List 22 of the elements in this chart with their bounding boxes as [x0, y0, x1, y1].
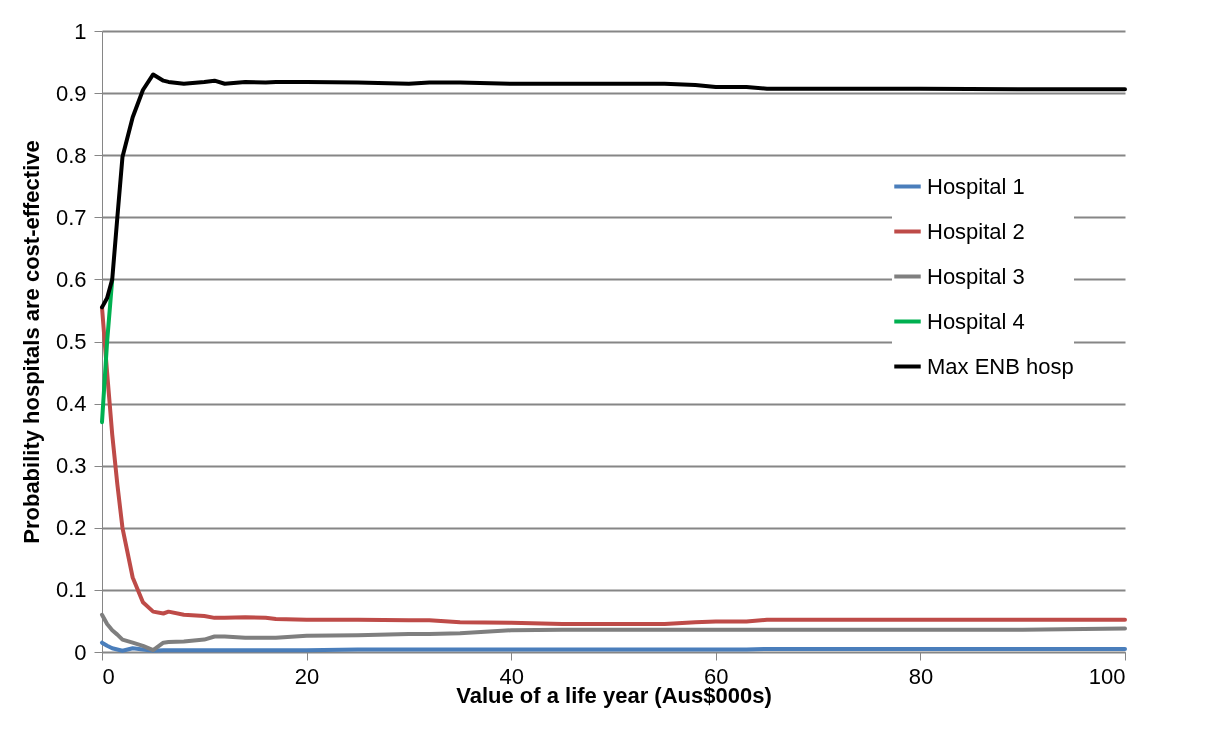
y-tick-label: 0.5	[55, 329, 87, 354]
x-tick-label: 100	[1088, 663, 1126, 689]
x-tick-label: 20	[294, 663, 320, 689]
y-tick-label: 0.6	[55, 266, 87, 292]
y-tick-label: 0.9	[55, 80, 87, 106]
y-tick-label: 0.3	[55, 453, 87, 479]
y-tick-label: 0.2	[55, 515, 87, 541]
y-tick-label: 0	[74, 639, 87, 665]
legend-label: Hospital 1	[927, 173, 1025, 199]
y-tick-label: 0.4	[55, 391, 87, 417]
x-tick-label: 80	[908, 663, 934, 689]
y-tick-label: 1	[74, 18, 87, 44]
y-tick-label: 0.1	[55, 577, 87, 603]
y-tick-label: 0.8	[55, 142, 87, 168]
legend-label: Hospital 4	[927, 308, 1025, 334]
legend-label: Hospital 2	[927, 218, 1025, 244]
x-tick-label: 0	[102, 663, 115, 689]
legend-label: Hospital 3	[927, 263, 1025, 289]
y-tick-label: 0.7	[55, 204, 87, 230]
y-axis-title: Probability hospitals are cost-effective	[18, 140, 44, 544]
x-tick-label: 40	[499, 663, 524, 689]
legend-label: Max ENB hosp	[927, 353, 1074, 379]
